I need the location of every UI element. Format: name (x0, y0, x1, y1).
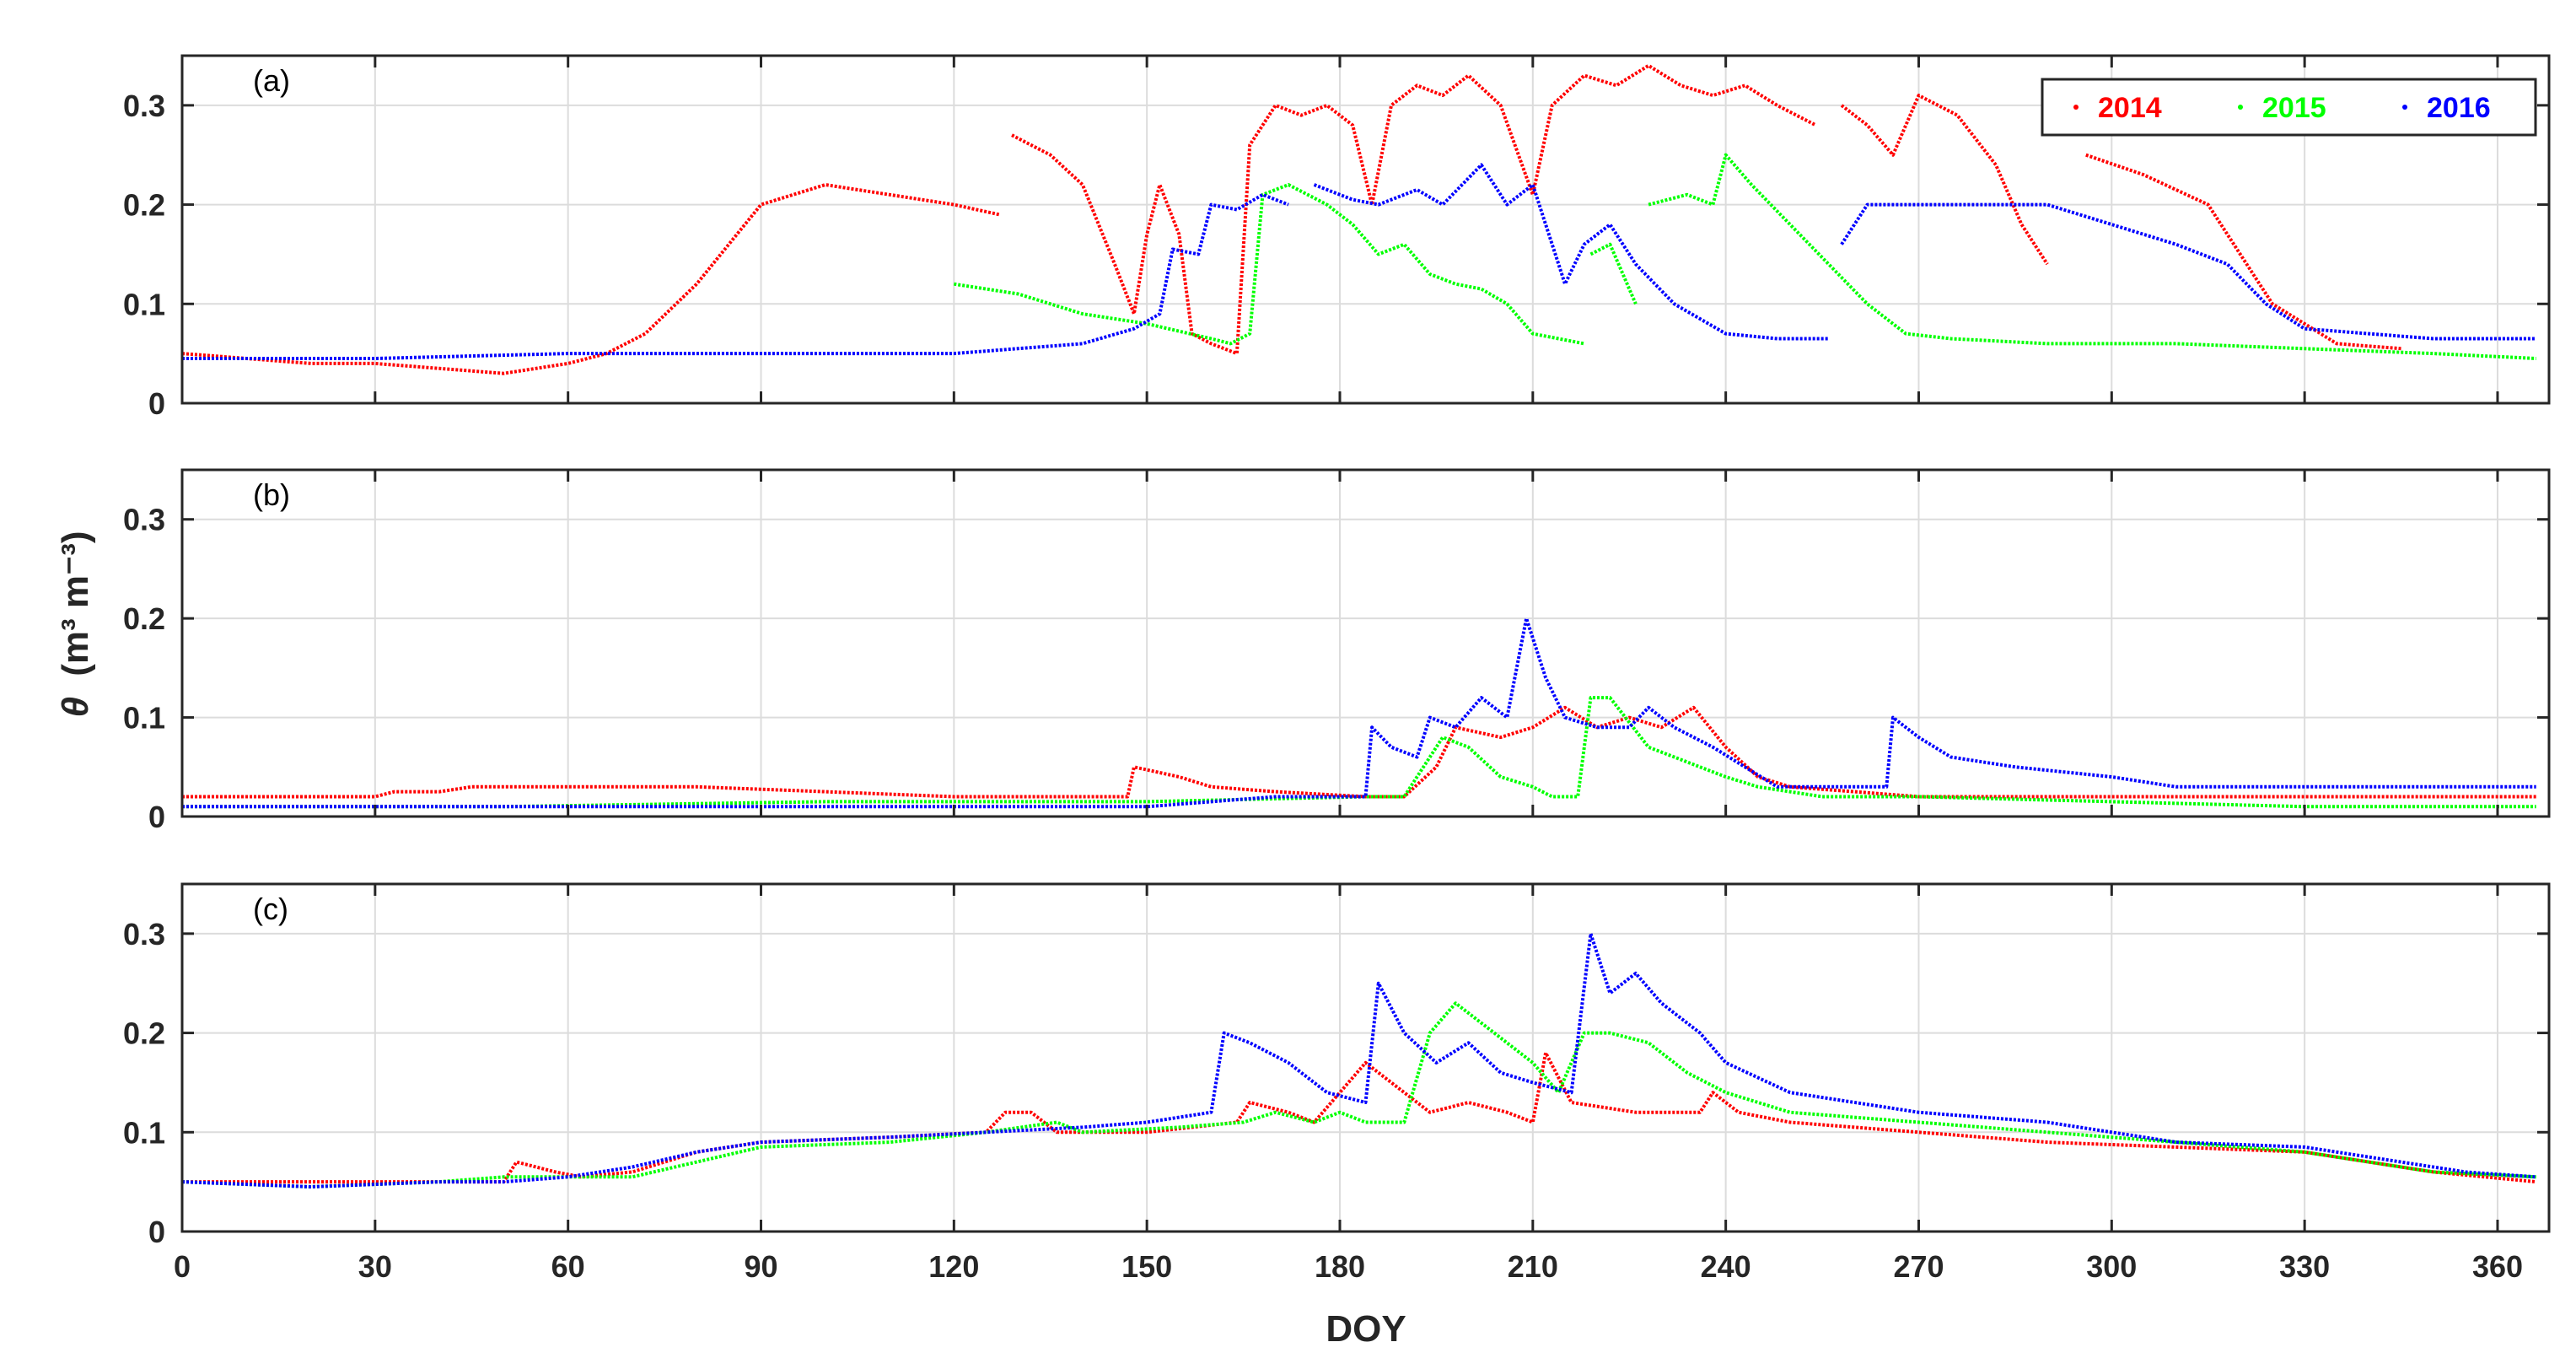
legend-label-2016: 2016 (2427, 92, 2491, 124)
panel-2: 0 0.1 0.2 0.3 (b) (123, 468, 2551, 834)
x-tick-label: 0 (174, 1249, 191, 1284)
series-line-2014-panel-3 (182, 1051, 2536, 1184)
panel-frame (180, 54, 2551, 405)
y-axis-title-symbol: θ (55, 697, 96, 718)
x-tick-label: 90 (744, 1249, 777, 1284)
series-line-2015-panel-1 (953, 153, 2536, 360)
legend: 2014 2015 2016 (2041, 78, 2537, 137)
legend-box (2041, 78, 2537, 137)
y-tick-label: 0 (148, 1215, 165, 1249)
series-line-2016-panel-3 (181, 931, 2536, 1188)
x-tick-label: 30 (358, 1249, 392, 1284)
series-line-2014-panel-2 (182, 705, 2536, 799)
panel-frame (180, 882, 2551, 1233)
series-line-2016-panel-1 (182, 163, 2536, 360)
y-tick-label: 0.1 (123, 287, 165, 321)
x-tick-label: 180 (1315, 1249, 1365, 1284)
legend-marker-2016 (2402, 105, 2407, 110)
x-tick-label: 150 (1121, 1249, 1172, 1284)
panel-1: 0 0.1 0.2 0.3 (a) 2014 2015 2016 (123, 54, 2551, 421)
x-tick-label: 60 (551, 1249, 585, 1284)
panel-label: (a) (253, 63, 290, 98)
y-tick-label: 0.3 (123, 503, 165, 537)
legend-label-2015: 2015 (2262, 92, 2326, 124)
y-tick-label: 0.1 (123, 701, 165, 736)
y-tick-label: 0 (148, 800, 165, 834)
series-line-2014-panel-1 (181, 63, 2401, 375)
panel-3: 0 0.1 0.2 0.3 0 30 60 90 120 150 180 210 240 270 300 33… (123, 882, 2551, 1284)
y-tick-label: 0.3 (123, 89, 165, 123)
x-tick-label: 120 (928, 1249, 979, 1284)
panel-frame (180, 468, 2551, 818)
panel-label: (c) (253, 892, 288, 926)
y-tick-label: 0.2 (123, 1016, 165, 1051)
panel-label: (b) (253, 477, 290, 512)
x-tick-label: 360 (2472, 1249, 2523, 1284)
legend-label-2014: 2014 (2098, 92, 2162, 124)
y-tick-label: 0.3 (123, 917, 165, 951)
legend-marker-2014 (2073, 105, 2079, 110)
series-line-2016-panel-2 (182, 617, 2536, 809)
x-tick-label: 330 (2279, 1249, 2330, 1284)
series-line-2015-panel-3 (181, 1001, 2536, 1188)
series-line-2015-panel-2 (182, 696, 2536, 809)
panels-layer: 00.10.20.3(a)2014 2015 201600.10.20.3(b)00… (123, 54, 2551, 1284)
x-tick-label: 240 (1701, 1249, 1751, 1284)
x-tick-label: 270 (1893, 1249, 1944, 1284)
legend-marker-2015 (2238, 105, 2243, 110)
y-axis-title-units: (m³ m⁻³) (55, 531, 96, 676)
y-axis-title: θ (m³ m⁻³) (55, 531, 96, 717)
x-axis-title: DOY (1326, 1308, 1406, 1350)
y-tick-label: 0.2 (123, 188, 165, 223)
x-tick-label: 300 (2086, 1249, 2137, 1284)
x-tick-label: 210 (1508, 1249, 1558, 1284)
y-tick-label: 0 (148, 386, 165, 421)
y-tick-label: 0.2 (123, 601, 165, 636)
y-tick-label: 0.1 (123, 1115, 165, 1150)
